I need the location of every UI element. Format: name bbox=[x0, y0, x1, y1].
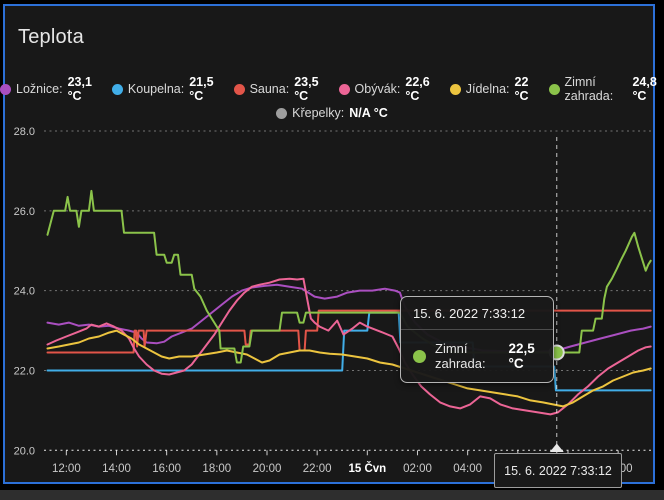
y-axis-label: 22.0 bbox=[14, 365, 35, 377]
x-axis-label: 12:00 bbox=[52, 463, 81, 475]
tooltip-series-row: Zimní zahrada: 22,5 °C bbox=[401, 330, 553, 382]
x-axis-label: 20:00 bbox=[253, 463, 282, 475]
legend-item-zimni-zahrada[interactable]: Zimní zahrada: 24,8 °C bbox=[548, 75, 664, 103]
x-axis-label: 14:00 bbox=[102, 463, 131, 475]
legend-value: 23,5 °C bbox=[294, 75, 319, 103]
series-line-obyvak bbox=[46, 277, 652, 416]
legend-value: N/A °C bbox=[349, 106, 388, 120]
legend-item-krepelky[interactable]: Křepelky: N/A °C bbox=[276, 106, 388, 120]
legend-label: Ložnice: bbox=[16, 82, 63, 96]
cursor-axis-marker bbox=[549, 443, 564, 452]
legend-label: Koupelna: bbox=[127, 82, 185, 96]
y-axis-label: 26.0 bbox=[14, 206, 35, 218]
page-title: Teplota bbox=[18, 26, 84, 48]
legend-dot-jidelna bbox=[449, 83, 461, 95]
y-axis-label: 20.0 bbox=[14, 445, 35, 457]
legend-dot-obyvak bbox=[338, 83, 350, 95]
legend-row: Ložnice: 23,1 °C Koupelna: 21,5 °C Sauna: … bbox=[0, 75, 664, 103]
legend-value: 24,8 °C bbox=[632, 75, 657, 103]
legend-label: Křepelky: bbox=[292, 106, 345, 120]
tooltip-series-label: Zimní zahrada: bbox=[435, 341, 486, 371]
series-line-sauna bbox=[46, 309, 652, 354]
legend-item-jidelna[interactable]: Jídelna: 22 °C bbox=[449, 75, 529, 103]
legend-label: Obývák: bbox=[354, 82, 401, 96]
legend-label: Jídelna: bbox=[465, 82, 510, 96]
legend-value: 21,5 °C bbox=[189, 75, 214, 103]
x-axis-label: 04:00 bbox=[453, 463, 482, 475]
legend-item-koupelna[interactable]: Koupelna: 21,5 °C bbox=[111, 75, 214, 103]
series-line-koupelna bbox=[46, 311, 652, 392]
legend-dot-zimni-zahrada bbox=[548, 83, 560, 95]
series-line-zimni-zahrada bbox=[46, 189, 652, 364]
x-axis-label: 18:00 bbox=[202, 463, 231, 475]
x-axis-label: 22:00 bbox=[303, 463, 332, 475]
legend-dot-sauna bbox=[233, 83, 245, 95]
y-axis-label: 28.0 bbox=[14, 126, 35, 138]
legend-dot-koupelna bbox=[111, 83, 123, 95]
tooltip-series-dot bbox=[413, 349, 426, 363]
axis-tooltip: 15. 6. 2022 7:33:12 bbox=[494, 453, 622, 488]
chart-legend: Ložnice: 23,1 °C Koupelna: 21,5 °C Sauna: … bbox=[0, 75, 664, 120]
legend-label: Zimní zahrada: bbox=[564, 75, 614, 103]
page-bottom-strip bbox=[0, 490, 664, 500]
x-axis-label: 16:00 bbox=[152, 463, 181, 475]
legend-value: 22 °C bbox=[514, 75, 529, 103]
chart-tooltip: 15. 6. 2022 7:33:12 Zimní zahrada: 22,5 … bbox=[400, 296, 554, 383]
chart-plot-area[interactable] bbox=[40, 131, 652, 450]
y-axis-label: 24.0 bbox=[14, 286, 35, 298]
legend-dot-krepelky bbox=[276, 107, 288, 119]
x-axis-label: 15 Čvn bbox=[348, 462, 386, 475]
series-line-jidelna bbox=[46, 329, 652, 408]
legend-item-sauna[interactable]: Sauna: 23,5 °C bbox=[233, 75, 319, 103]
legend-item-loznice[interactable]: Ložnice: 23,1 °C bbox=[0, 75, 92, 103]
legend-dot-loznice bbox=[0, 83, 11, 95]
legend-row: Křepelky: N/A °C bbox=[276, 106, 388, 120]
legend-value: 23,1 °C bbox=[67, 75, 92, 103]
x-axis-label: 02:00 bbox=[403, 463, 432, 475]
legend-item-obyvak[interactable]: Obývák: 22,6 °C bbox=[338, 75, 430, 103]
tooltip-timestamp: 15. 6. 2022 7:33:12 bbox=[401, 297, 553, 330]
legend-label: Sauna: bbox=[249, 82, 290, 96]
legend-value: 22,6 °C bbox=[405, 75, 430, 103]
tooltip-series-value: 22,5 °C bbox=[508, 341, 535, 371]
